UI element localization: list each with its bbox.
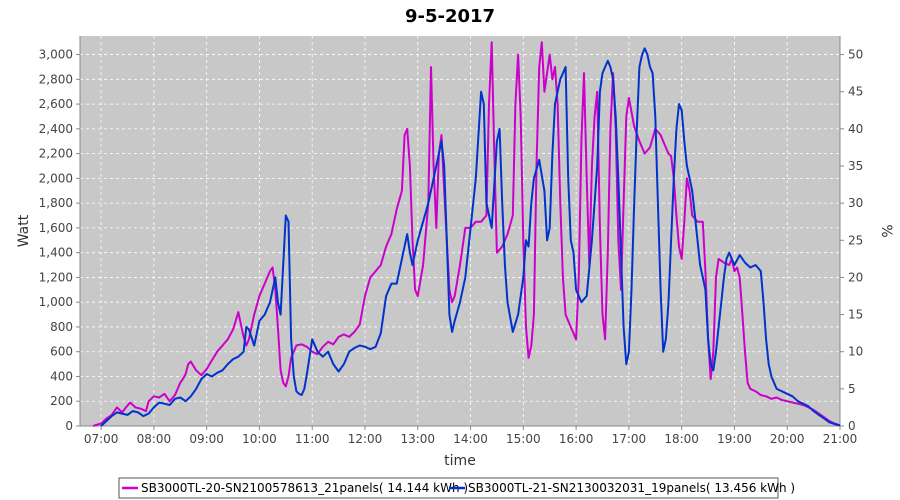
y-tick-label: 1,800 bbox=[39, 196, 73, 210]
legend-box bbox=[118, 477, 779, 499]
x-tick-label: 20:00 bbox=[770, 432, 805, 446]
series-layer bbox=[92, 41, 841, 427]
legend-label-1: SB3000TL-20-SN2100578613_21panels( 14.14… bbox=[141, 481, 468, 495]
grid-lines bbox=[80, 36, 841, 427]
y-tick-label: 1,200 bbox=[39, 270, 73, 284]
legend-label-2: SB3000TL-21-SN2130032031_19panels( 13.45… bbox=[468, 481, 795, 495]
y2-tick-label: 10 bbox=[848, 345, 863, 359]
x-tick-label: 21:00 bbox=[823, 432, 858, 446]
y-tick-label: 1,600 bbox=[39, 221, 73, 235]
y-tick-label: 800 bbox=[50, 320, 73, 334]
y2-tick-label: 40 bbox=[848, 122, 863, 136]
y2-tick-label: 25 bbox=[848, 233, 863, 247]
y-tick-label: 2,000 bbox=[39, 171, 73, 185]
y2-axis-title: % bbox=[878, 224, 894, 237]
chart-title: 9-5-2017 bbox=[405, 6, 495, 27]
series-line-2 bbox=[100, 47, 841, 427]
y2-tick-label: 45 bbox=[848, 85, 863, 99]
y-tick-label: 2,400 bbox=[39, 122, 73, 136]
x-tick-label: 08:00 bbox=[137, 432, 172, 446]
y-tick-label: 200 bbox=[50, 394, 73, 408]
left-axis: 0 200 400 600 800 1,000 1,200 1,400 1,600 1,800 2,… bbox=[39, 36, 81, 433]
x-tick-label: 12:00 bbox=[348, 432, 383, 446]
x-tick-label: 14:00 bbox=[453, 432, 488, 446]
y2-tick-label: 35 bbox=[848, 159, 863, 173]
y2-tick-label: 5 bbox=[848, 382, 856, 396]
y2-tick-label: 20 bbox=[848, 270, 863, 284]
y-tick-label: 3,000 bbox=[39, 48, 73, 62]
y-tick-label: 400 bbox=[50, 369, 73, 383]
y-axis-title: Watt bbox=[16, 214, 32, 247]
series-line-1 bbox=[92, 41, 841, 427]
x-tick-label: 19:00 bbox=[717, 432, 752, 446]
x-tick-label: 15:00 bbox=[506, 432, 541, 446]
x-tick-label: 18:00 bbox=[664, 432, 699, 446]
x-tick-label: 11:00 bbox=[295, 432, 330, 446]
y-tick-label: 1,000 bbox=[39, 295, 73, 309]
x-tick-label: 07:00 bbox=[84, 432, 119, 446]
y-tick-label: 1,400 bbox=[39, 246, 73, 260]
y2-tick-label: 50 bbox=[848, 48, 863, 62]
y-tick-label: 2,200 bbox=[39, 147, 73, 161]
x-axis-title: time bbox=[444, 453, 476, 469]
y-tick-label: 0 bbox=[65, 419, 73, 433]
x-tick-label: 13:00 bbox=[400, 432, 435, 446]
y2-tick-label: 0 bbox=[848, 419, 856, 433]
legend: SB3000TL-20-SN2100578613_21panels( 14.14… bbox=[118, 477, 795, 499]
bottom-axis: 07:00 08:00 09:00 10:00 11:00 12:00 13:00 14:00… bbox=[80, 425, 858, 446]
y-tick-label: 2,800 bbox=[39, 72, 73, 86]
y-tick-label: 600 bbox=[50, 345, 73, 359]
y-tick-label: 2,600 bbox=[39, 97, 73, 111]
x-tick-label: 17:00 bbox=[612, 432, 647, 446]
x-tick-label: 16:00 bbox=[559, 432, 594, 446]
y2-tick-label: 30 bbox=[848, 196, 863, 210]
x-tick-label: 10:00 bbox=[242, 432, 277, 446]
x-tick-label: 09:00 bbox=[189, 432, 224, 446]
y2-tick-label: 15 bbox=[848, 308, 863, 322]
right-axis: 0 5 10 15 20 25 30 35 40 45 50 bbox=[839, 36, 863, 433]
